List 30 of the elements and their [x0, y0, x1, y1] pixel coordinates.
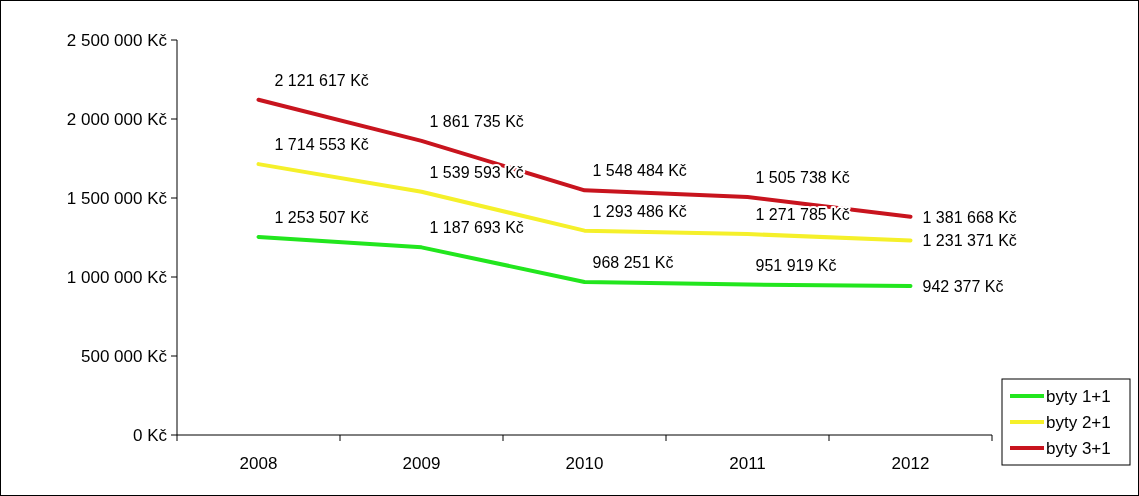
data-label: 1 505 738 Kč: [755, 169, 850, 187]
data-label: 1 714 553 Kč: [274, 136, 369, 154]
line-series: [256, 162, 913, 243]
x-tick-label: 2012: [891, 454, 930, 473]
data-label: 968 251 Kč: [592, 254, 674, 272]
y-tick-label: 2 000 000 Kč: [66, 109, 168, 129]
data-label: 942 377 Kč: [922, 278, 1004, 296]
legend-label: byty 2+1: [1046, 412, 1111, 432]
data-label: 1 187 693 Kč: [429, 219, 524, 237]
data-label: 1 253 507 Kč: [274, 208, 369, 226]
y-tick-label: 2 500 000 Kč: [66, 30, 168, 50]
legend-label: byty 3+1: [1046, 438, 1111, 458]
data-label: 1 548 484 Kč: [592, 162, 687, 180]
line-series: [256, 234, 913, 289]
data-label: 1 381 668 Kč: [922, 208, 1017, 226]
data-label: 2 121 617 Kč: [274, 71, 369, 89]
y-tick-label: 1 000 000 Kč: [66, 267, 168, 287]
x-tick-label: 2011: [729, 454, 766, 473]
data-label: 1 861 735 Kč: [429, 112, 524, 130]
y-tick-label: 1 500 000 Kč: [66, 188, 168, 208]
y-tick-label: 500 000 Kč: [80, 346, 168, 366]
y-tick-label: 0 Kč: [132, 425, 168, 445]
data-label: 1 231 371 Kč: [922, 232, 1017, 250]
data-label: 951 919 Kč: [755, 256, 837, 274]
legend-label: byty 1+1: [1046, 386, 1111, 406]
x-tick-label: 2008: [239, 454, 278, 473]
x-tick-label: 2009: [402, 454, 441, 473]
x-tick-label: 2010: [565, 454, 604, 473]
data-label: 1 293 486 Kč: [592, 202, 687, 220]
data-label: 1 271 785 Kč: [755, 206, 850, 224]
